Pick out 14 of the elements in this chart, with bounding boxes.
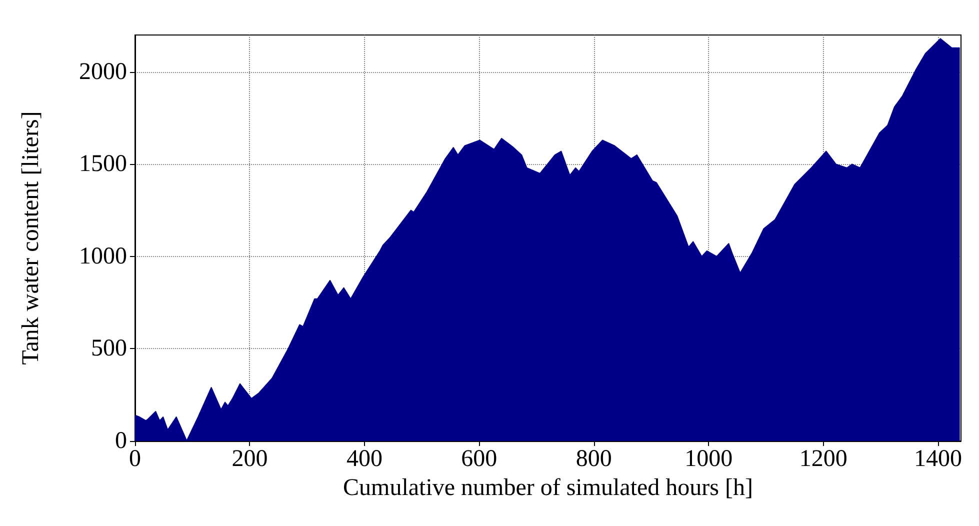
x-tick-label: 1400: [914, 446, 962, 472]
x-tick-label: 1000: [684, 446, 733, 472]
x-tick-label: 1200: [799, 446, 848, 472]
y-tick-label: 0: [115, 428, 127, 454]
y-tick-label: 2000: [79, 58, 127, 85]
x-tick-label: 800: [576, 446, 612, 472]
x-tick-label: 200: [232, 446, 268, 472]
x-tick-label: 600: [461, 446, 498, 472]
y-tick-label: 1000: [79, 243, 127, 270]
y-axis-title: Tank water content [liters]: [18, 111, 44, 365]
x-tick-label: 400: [346, 446, 382, 472]
x-axis-title: Cumulative number of simulated hours [h]: [343, 474, 753, 501]
y-tick-label: 500: [91, 336, 127, 362]
y-tick-label: 1500: [79, 151, 127, 178]
